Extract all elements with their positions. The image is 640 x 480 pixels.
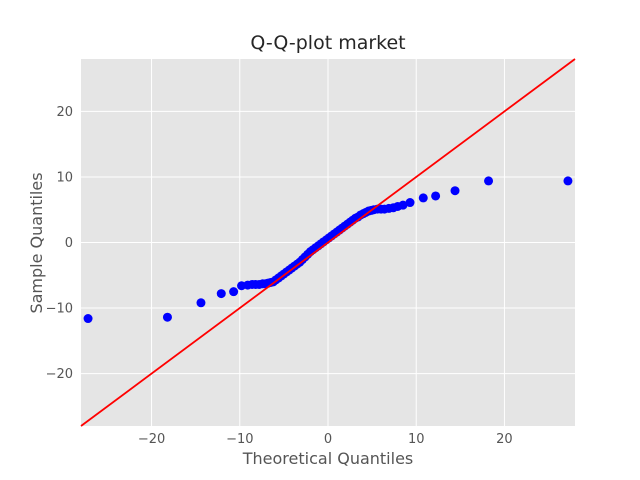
x-tick-label: −10: [226, 432, 253, 447]
data-point: [431, 191, 441, 201]
y-axis-ticks: −20 −10 0 10 20: [46, 105, 73, 382]
data-point: [450, 186, 460, 196]
chart-title: Q-Q-plot market: [250, 32, 405, 54]
reference-line-layer: [80, 58, 576, 427]
x-tick-label: −20: [138, 432, 165, 447]
data-point: [418, 193, 428, 203]
y-tick-label: 0: [65, 236, 73, 251]
data-point: [229, 287, 239, 297]
x-tick-label: 20: [496, 432, 513, 447]
data-point: [563, 176, 573, 186]
y-tick-label: 10: [56, 170, 73, 185]
data-point: [196, 298, 206, 308]
x-tick-label: 10: [408, 432, 425, 447]
y-axis-label: Sample Quantiles: [27, 172, 46, 313]
reference-line: [80, 58, 576, 427]
y-tick-label: 20: [56, 105, 73, 120]
x-axis-label: Theoretical Quantiles: [242, 449, 414, 468]
y-tick-label: −10: [46, 302, 73, 317]
data-point: [398, 200, 408, 210]
data-point: [405, 198, 415, 208]
y-tick-label: −20: [46, 367, 73, 382]
data-point: [162, 312, 172, 322]
data-point: [83, 314, 93, 324]
x-axis-ticks: −20 −10 0 10 20: [138, 432, 513, 447]
data-point: [216, 289, 226, 299]
x-tick-label: 0: [324, 432, 332, 447]
data-point: [484, 176, 494, 186]
